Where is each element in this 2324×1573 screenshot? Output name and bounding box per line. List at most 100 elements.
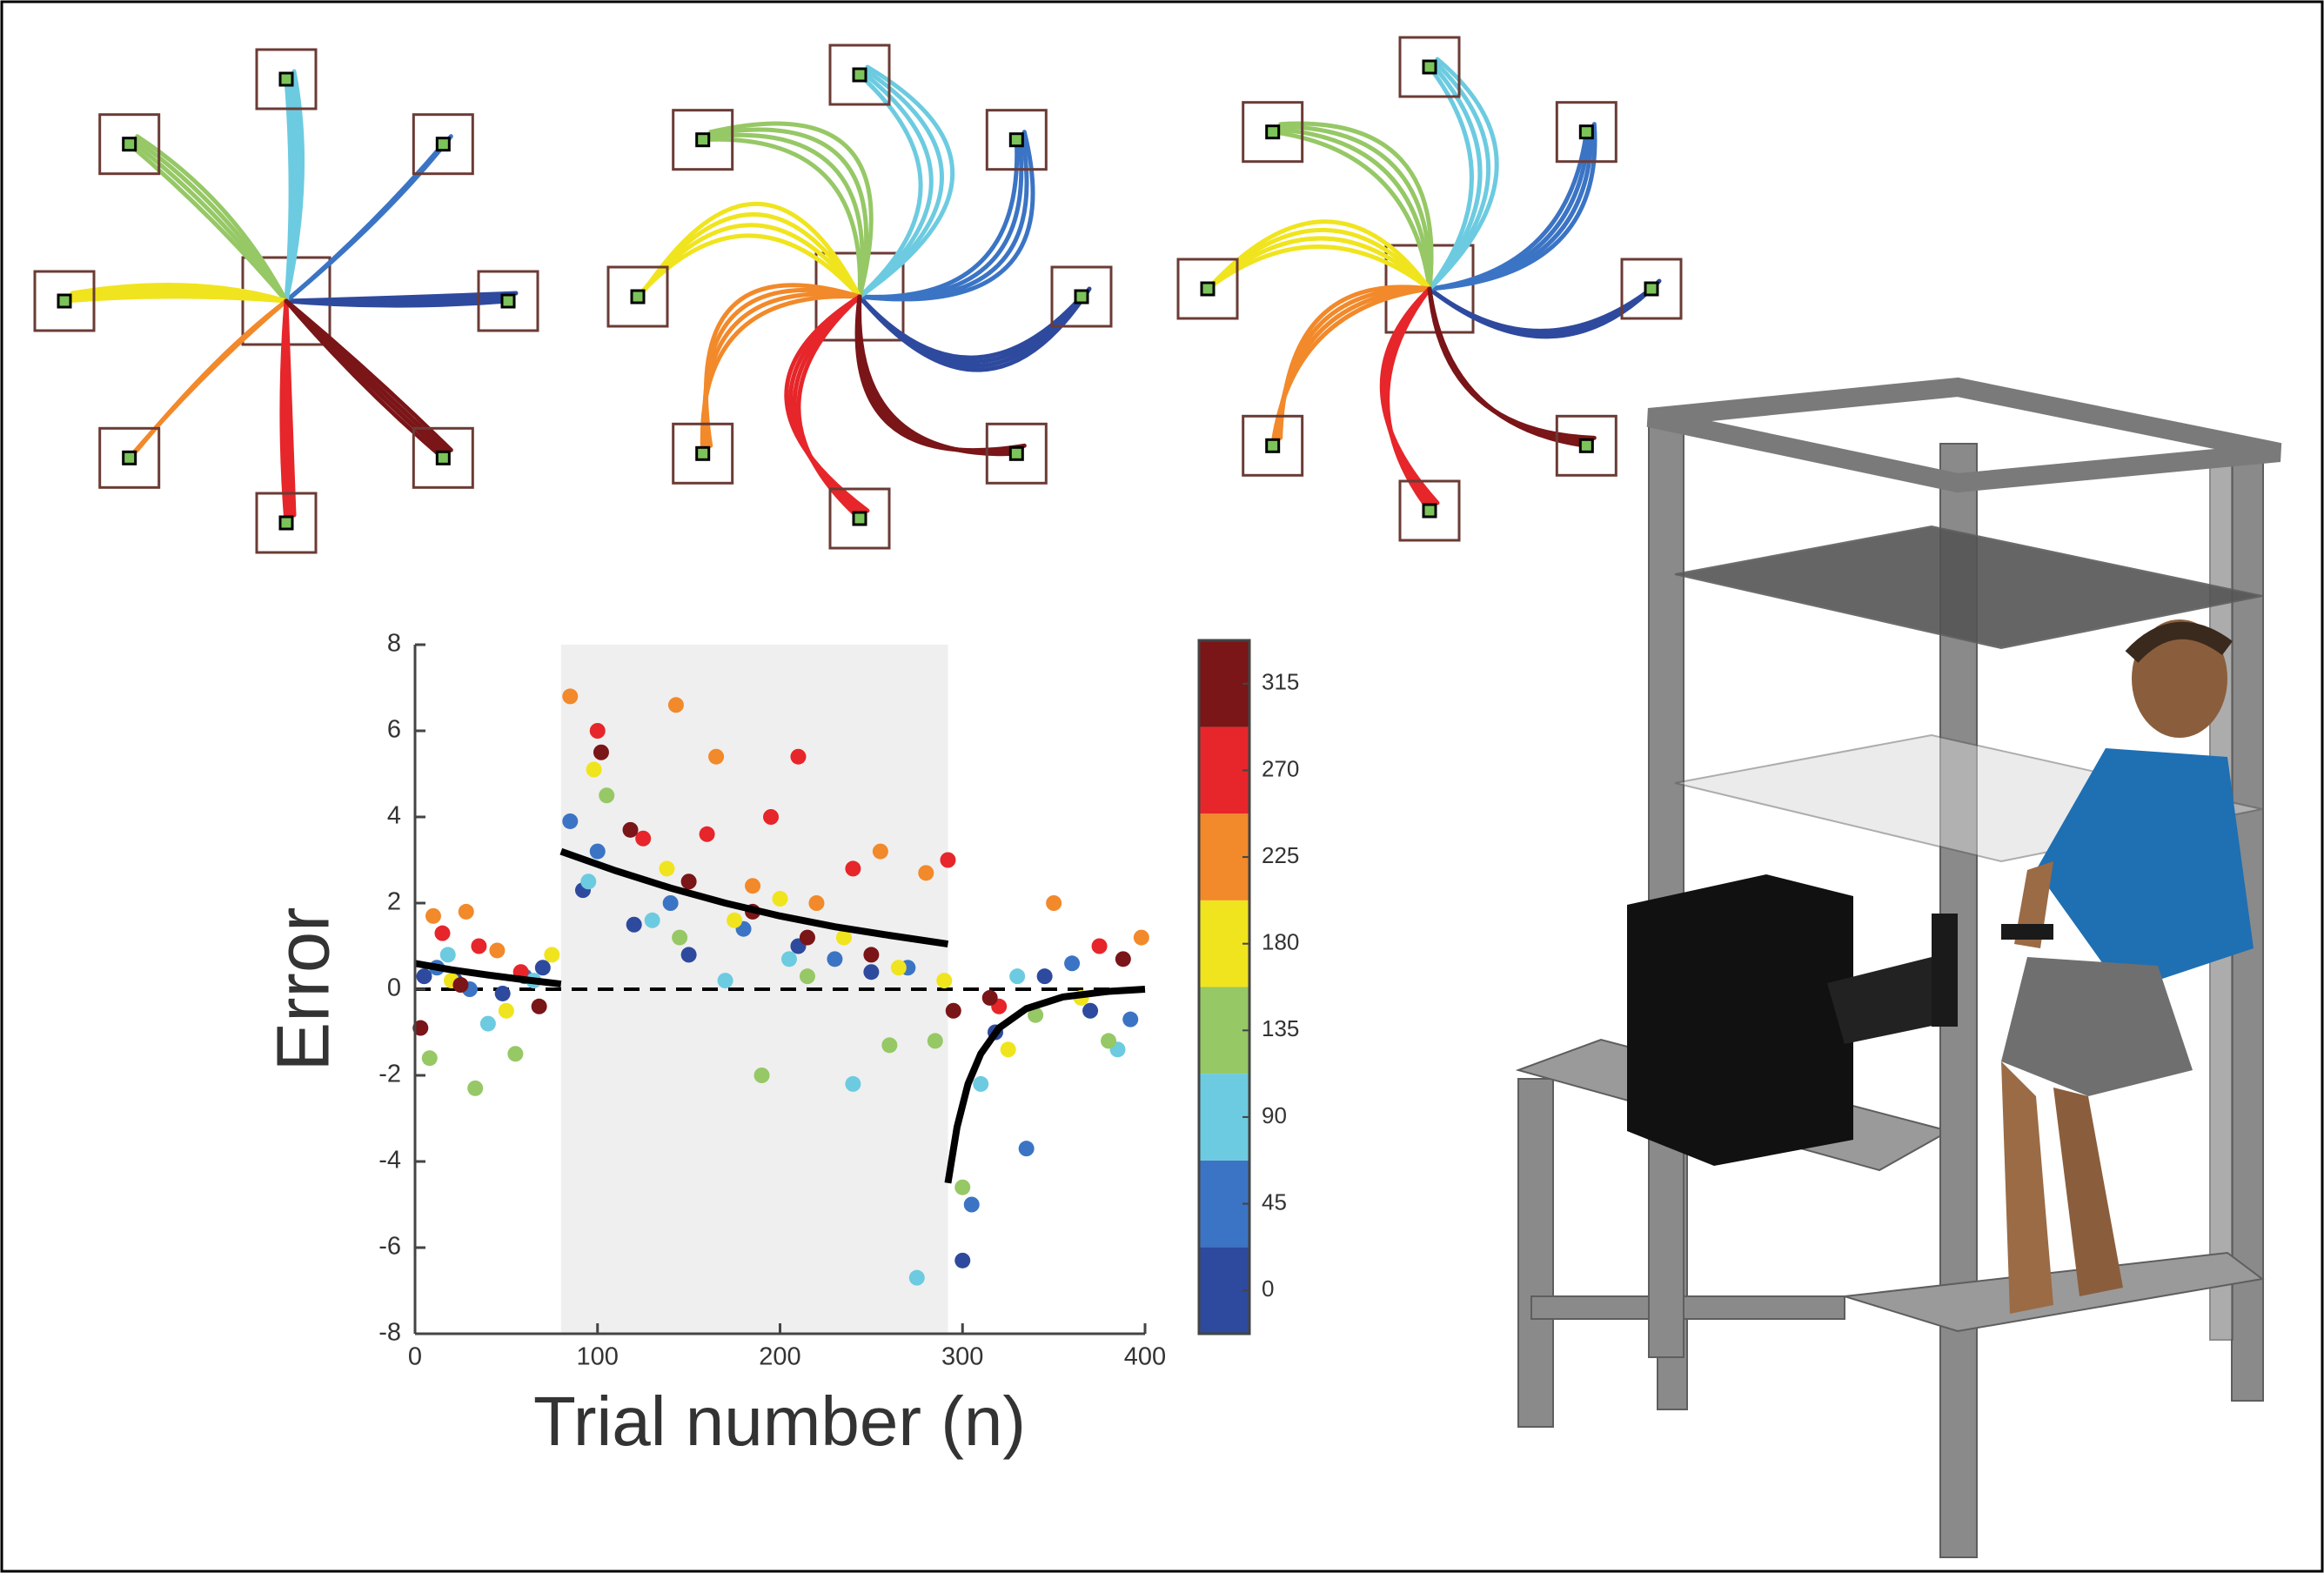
handle (2001, 924, 2053, 940)
target-box (828, 44, 891, 106)
target (500, 293, 516, 309)
point (672, 929, 688, 946)
point (622, 821, 639, 838)
point (799, 929, 815, 946)
y-tick-label: 8 (387, 630, 401, 658)
trajectory (284, 298, 453, 452)
plot: Error Trial number (n) -8 -6 -4 -2 0 2 4 6 8 0 100… (262, 630, 1299, 1460)
trajectory (1379, 286, 1440, 505)
trajectory (284, 134, 453, 304)
robot-arm (1827, 957, 1949, 1044)
target-box (1050, 265, 1113, 328)
trajectory (1273, 127, 1432, 291)
target (1422, 503, 1437, 519)
y-tick-label: 4 (387, 802, 401, 830)
point (745, 878, 761, 894)
point (1082, 1002, 1099, 1019)
target-box (98, 113, 161, 176)
point (479, 1015, 496, 1032)
y-tick-label: -2 (378, 1061, 401, 1088)
point (1064, 955, 1081, 972)
point (593, 744, 609, 760)
colorbar-segment (1199, 640, 1249, 727)
point (872, 843, 888, 860)
fit-line (414, 960, 562, 988)
fit-line (944, 986, 1146, 1184)
point (963, 1196, 980, 1213)
trajectory (1270, 130, 1432, 291)
trajectory (857, 67, 944, 299)
shelf (1674, 525, 2263, 650)
target (1422, 59, 1437, 75)
point (845, 1075, 861, 1092)
trajectory (1208, 236, 1432, 291)
point (599, 787, 615, 804)
point (1101, 1033, 1117, 1049)
trajectory (784, 294, 870, 513)
trajectory (706, 127, 869, 299)
target-box (1555, 101, 1617, 164)
target (630, 289, 646, 305)
colorbar-frame (1197, 639, 1251, 1335)
target-box (412, 113, 474, 176)
point (973, 1075, 989, 1092)
x-tick-label: 300 (941, 1343, 983, 1371)
point (439, 947, 456, 963)
colorbar-segment (1199, 987, 1249, 1074)
point (1028, 1007, 1044, 1023)
trajectory (700, 137, 862, 299)
target-box (255, 48, 318, 110)
trajectory (1278, 121, 1434, 291)
target (1008, 445, 1024, 461)
target (57, 293, 72, 309)
colorbar-label: 225 (1262, 842, 1299, 868)
target-box (1620, 258, 1683, 320)
target (1200, 281, 1216, 297)
point (498, 1002, 514, 1019)
point (1046, 895, 1062, 911)
point (531, 998, 547, 1014)
point (1133, 929, 1149, 946)
colorbar-segment (1199, 726, 1249, 814)
point (507, 1046, 524, 1062)
trajectory (854, 294, 1027, 453)
point (586, 761, 602, 778)
trajectory (857, 70, 934, 299)
point (412, 1020, 429, 1036)
point (626, 916, 642, 933)
point (1000, 1041, 1016, 1058)
shirt (2036, 748, 2254, 992)
target-box (1555, 414, 1617, 477)
colorbar-label: 180 (1262, 929, 1299, 955)
robot (1627, 874, 2053, 1166)
point (562, 688, 579, 705)
point (489, 942, 506, 959)
trajectory (643, 201, 862, 299)
point (780, 951, 797, 967)
trajectory (857, 130, 1035, 302)
point (471, 938, 487, 954)
point (644, 912, 660, 928)
target (122, 137, 137, 152)
point (835, 929, 852, 946)
trajectory (703, 283, 862, 448)
point (494, 985, 511, 1001)
point (918, 865, 934, 881)
colorbar-label: 315 (1262, 669, 1299, 695)
target (695, 132, 711, 148)
hair (2125, 621, 2233, 663)
trajectory (1276, 124, 1432, 291)
target-box (1398, 479, 1461, 542)
x-tick-label: 200 (759, 1343, 800, 1371)
trajectory (1427, 57, 1499, 291)
point (981, 989, 998, 1006)
point (827, 951, 843, 967)
trajectory (135, 298, 289, 452)
trajectories (33, 36, 1683, 554)
trajectory (1278, 284, 1432, 440)
target-box (33, 270, 96, 332)
point (1036, 968, 1053, 985)
point (1091, 938, 1108, 954)
target (435, 137, 451, 152)
